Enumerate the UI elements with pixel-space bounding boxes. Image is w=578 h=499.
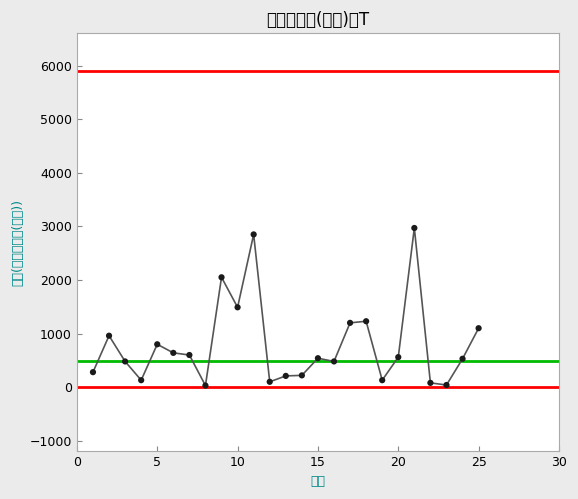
Point <box>442 381 451 389</box>
Point <box>458 355 467 363</box>
X-axis label: 焼損: 焼損 <box>310 475 325 488</box>
Point <box>361 317 370 325</box>
Point <box>120 357 129 365</box>
Point <box>169 349 178 357</box>
Point <box>410 224 419 232</box>
Point <box>136 376 146 384</box>
Point <box>265 378 275 386</box>
Point <box>217 273 226 281</box>
Point <box>426 379 435 387</box>
Point <box>105 332 114 340</box>
Point <box>377 376 387 384</box>
Point <box>233 303 242 311</box>
Point <box>201 382 210 390</box>
Point <box>329 357 339 365</box>
Point <box>281 372 290 380</box>
Point <box>313 354 323 362</box>
Point <box>88 368 98 376</box>
Y-axis label: 度数(焼損の間隔(時間)): 度数(焼損の間隔(時間)) <box>11 199 24 286</box>
Point <box>474 324 483 332</box>
Point <box>297 371 306 379</box>
Point <box>185 351 194 359</box>
Point <box>346 319 355 327</box>
Title: 焼損の間隔(時間)　T: 焼損の間隔(時間) T <box>266 11 369 29</box>
Point <box>153 340 162 348</box>
Point <box>394 353 403 361</box>
Point <box>249 231 258 239</box>
